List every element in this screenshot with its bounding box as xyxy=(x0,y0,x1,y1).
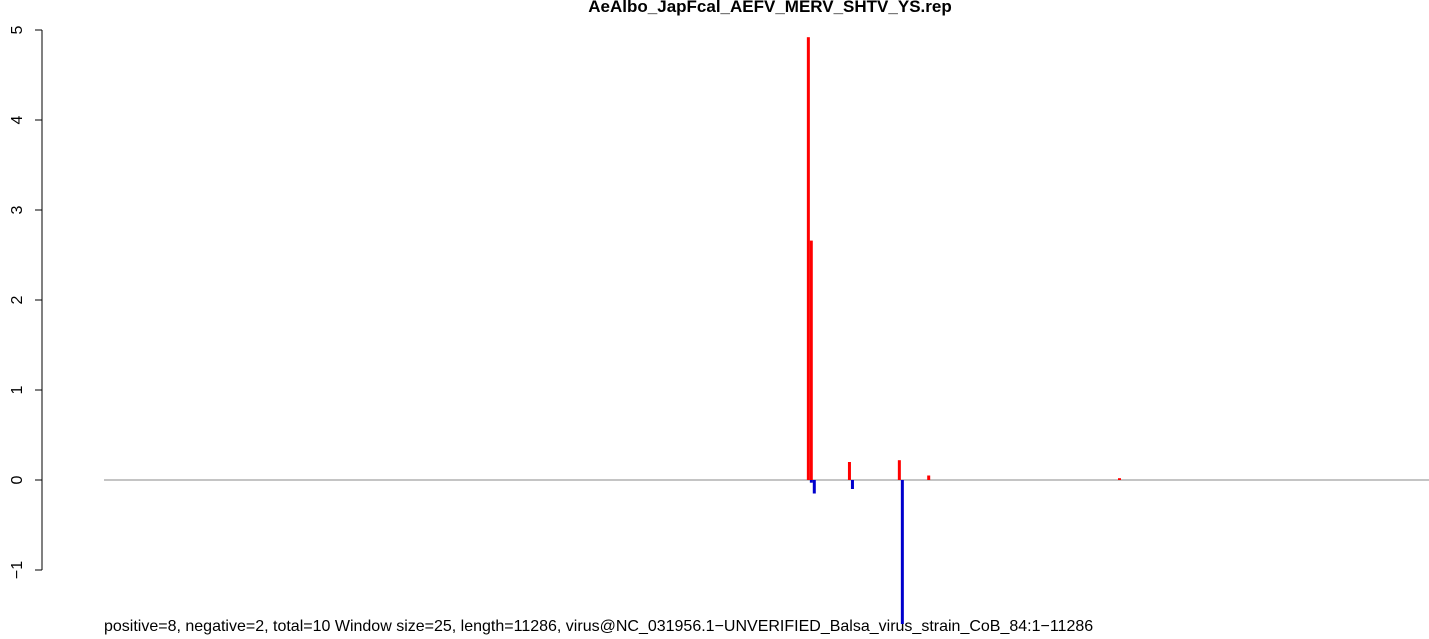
y-tick-label: 3 xyxy=(9,205,26,214)
y-tick-label: 2 xyxy=(9,295,26,304)
bar xyxy=(897,460,901,480)
chart-title: AeAlbo_JapFcal_AEFV_MERV_SHTV_YS.rep xyxy=(588,0,951,16)
y-tick-label: −1 xyxy=(9,561,26,579)
bar xyxy=(850,480,854,489)
y-tick-label: 4 xyxy=(9,115,26,124)
bar xyxy=(806,37,810,480)
bar xyxy=(927,475,931,480)
bar xyxy=(1118,478,1122,480)
bar xyxy=(809,480,813,483)
chart-subtitle: positive=8, negative=2, total=10 Window … xyxy=(104,618,1093,635)
bar xyxy=(809,240,813,480)
y-tick-label: 0 xyxy=(9,475,26,484)
y-tick-label: 1 xyxy=(9,385,26,394)
bar xyxy=(847,462,851,480)
bar xyxy=(900,480,904,624)
y-tick-label: 5 xyxy=(9,25,26,34)
bar xyxy=(812,480,816,494)
